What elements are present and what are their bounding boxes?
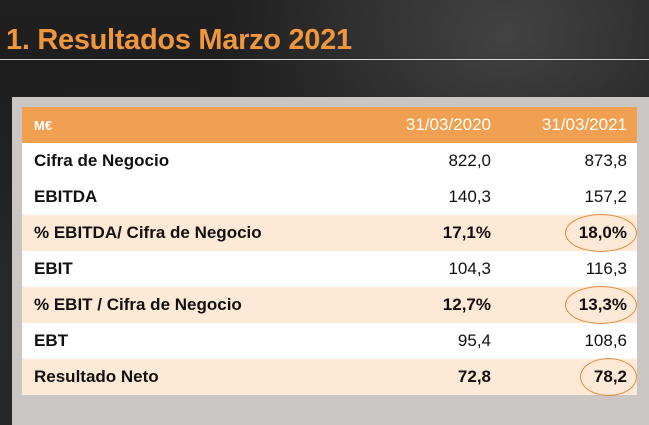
table-body: Cifra de Negocio 822,0 873,8 EBITDA 140,…: [22, 143, 637, 396]
row-value-2020: 140,3: [367, 179, 503, 215]
table-row: Resultado Neto 72,8 78,2: [22, 358, 637, 396]
value-2021: 13,3%: [564, 286, 637, 324]
row-value-2020: 822,0: [367, 143, 503, 179]
row-value-2021: 78,2: [503, 358, 637, 396]
table-row: EBITDA 140,3 157,2: [22, 179, 637, 215]
row-label: EBT: [22, 323, 367, 359]
table-row: % EBIT / Cifra de Negocio 12,7% 13,3%: [22, 286, 637, 324]
row-value-2020: 72,8: [367, 359, 503, 395]
highlight-circle: [564, 286, 637, 324]
table-header-row: M€ 31/03/2020 31/03/2021: [22, 107, 637, 143]
row-label: Resultado Neto: [22, 359, 367, 395]
table-row: EBIT 104,3 116,3: [22, 251, 637, 287]
results-table: M€ 31/03/2020 31/03/2021 Cifra de Negoci…: [22, 107, 637, 396]
page-title: 1. Resultados Marzo 2021: [6, 24, 352, 56]
value-2021: 116,3: [585, 259, 627, 278]
row-value-2020: 95,4: [367, 323, 503, 359]
row-value-2020: 104,3: [367, 251, 503, 287]
row-value-2021: 13,3%: [503, 286, 637, 324]
header-unit: M€: [22, 107, 367, 143]
row-label: Cifra de Negocio: [22, 143, 367, 179]
row-label: % EBITDA/ Cifra de Negocio: [22, 215, 367, 251]
row-value-2021: 108,6: [503, 323, 637, 359]
row-label: EBIT: [22, 251, 367, 287]
row-value-2021: 157,2: [503, 179, 637, 215]
table-row: Cifra de Negocio 822,0 873,8: [22, 143, 637, 179]
row-value-2021: 18,0%: [503, 214, 637, 252]
row-label: % EBIT / Cifra de Negocio: [22, 287, 367, 323]
row-value-2020: 12,7%: [367, 287, 503, 323]
header-date-2021: 31/03/2021: [503, 107, 637, 143]
value-2021: 18,0%: [564, 214, 637, 252]
value-2021: 78,2: [579, 358, 637, 396]
value-2021: 157,2: [584, 187, 627, 206]
row-label: EBITDA: [22, 179, 367, 215]
highlight-circle: [564, 214, 637, 252]
value-2021: 108,6: [584, 331, 627, 350]
table-row: EBT 95,4 108,6: [22, 323, 637, 359]
table-row: % EBITDA/ Cifra de Negocio 17,1% 18,0%: [22, 214, 637, 252]
row-value-2021: 116,3: [503, 251, 637, 287]
row-value-2020: 17,1%: [367, 215, 503, 251]
header-date-2020: 31/03/2020: [367, 107, 503, 143]
highlight-circle: [579, 358, 637, 396]
title-divider: [0, 59, 649, 60]
value-2021: 873,8: [584, 151, 627, 170]
row-value-2021: 873,8: [503, 143, 637, 179]
